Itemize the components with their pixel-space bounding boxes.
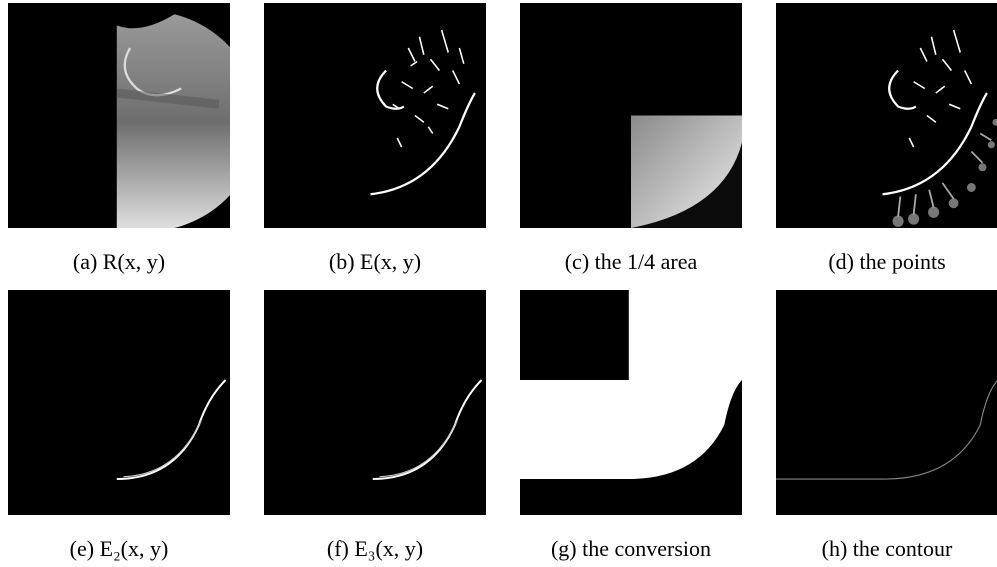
panel-image bbox=[776, 3, 997, 228]
caption: (g) the conversion bbox=[520, 536, 742, 562]
caption: (f) E₃(x, y) bbox=[264, 536, 486, 562]
panel: (d) the points bbox=[776, 3, 997, 275]
figure: (a) R(x, y) (b) E(x, y) (c) the 1/4 area… bbox=[0, 0, 997, 567]
panel-image bbox=[8, 290, 230, 515]
panel: (e) E₂(x, y) bbox=[8, 290, 230, 562]
panel: (a) R(x, y) bbox=[8, 3, 230, 275]
panel-image bbox=[520, 290, 742, 515]
caption: (d) the points bbox=[776, 249, 997, 275]
caption: (c) the 1/4 area bbox=[520, 249, 742, 275]
panel: (h) the contour bbox=[776, 290, 997, 562]
panel: (b) E(x, y) bbox=[264, 3, 486, 275]
panel-image bbox=[8, 3, 230, 228]
caption: (e) E₂(x, y) bbox=[8, 536, 230, 562]
panel-image bbox=[520, 3, 742, 228]
panel-image bbox=[264, 3, 486, 228]
caption: (b) E(x, y) bbox=[264, 249, 486, 275]
panel-image bbox=[776, 290, 997, 515]
caption: (h) the contour bbox=[776, 536, 997, 562]
panel-image bbox=[264, 290, 486, 515]
panel: (g) the conversion bbox=[520, 290, 742, 562]
panel: (c) the 1/4 area bbox=[520, 3, 742, 275]
panel: (f) E₃(x, y) bbox=[264, 290, 486, 562]
caption: (a) R(x, y) bbox=[8, 249, 230, 275]
